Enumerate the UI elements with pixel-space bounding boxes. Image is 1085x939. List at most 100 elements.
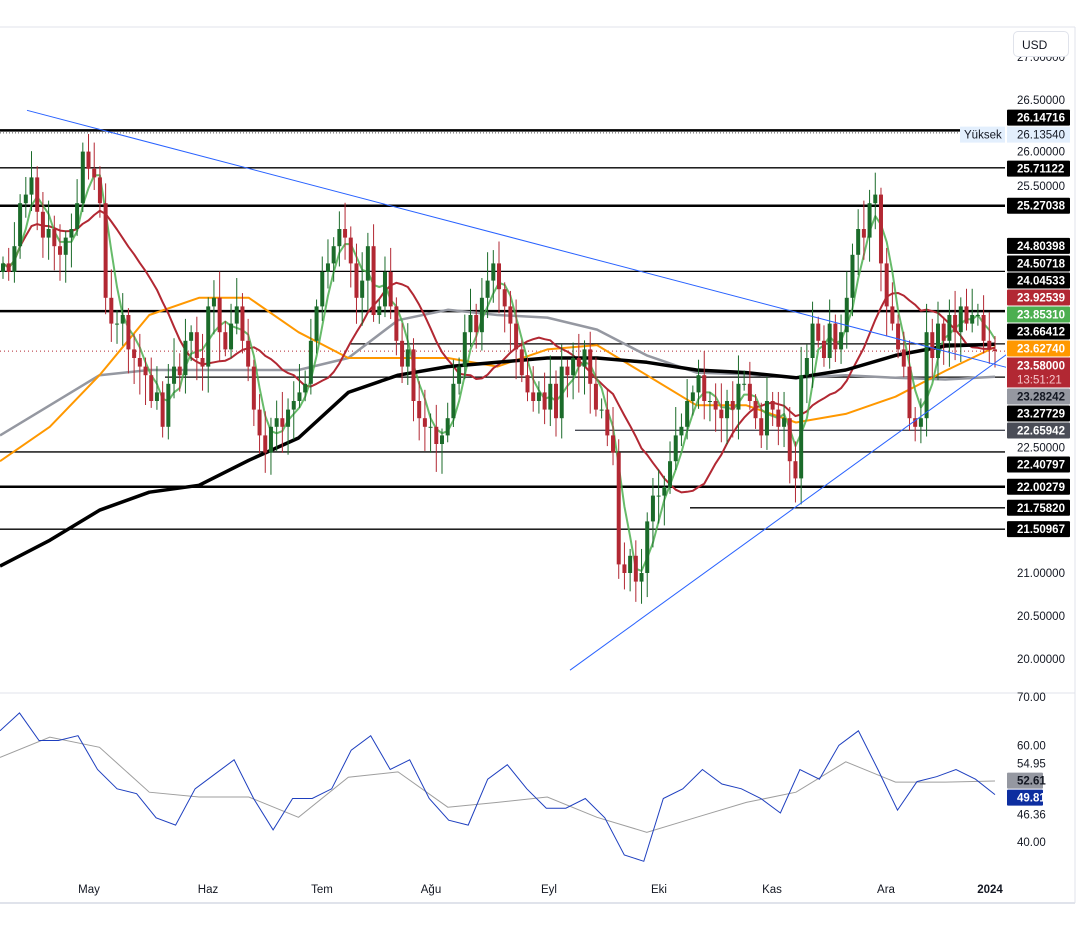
candle-body (474, 315, 479, 333)
candle-body (645, 521, 650, 573)
candle-body (656, 495, 661, 497)
level-price-label-bg (1007, 405, 1070, 422)
candle-body (804, 358, 809, 376)
level-price-label-bg (1007, 478, 1070, 495)
horizontal-levels (0, 129, 1005, 530)
candle-body (251, 366, 256, 410)
candle-body (759, 418, 764, 436)
candle-body (354, 263, 359, 298)
level-price-label-bg (1007, 272, 1070, 289)
level-price-label: 23.27729 (1017, 408, 1065, 420)
candle-body (525, 375, 530, 393)
rsi-tick-label: 70.00 (1017, 692, 1046, 704)
candle-body (730, 401, 735, 410)
candle-body (223, 332, 228, 350)
candle-body (422, 418, 427, 427)
candle-body (588, 349, 593, 384)
candle-body (896, 323, 901, 350)
candle-body (297, 392, 302, 401)
candle-body (867, 203, 872, 238)
ma-value-label: 23.92539 (1017, 292, 1065, 304)
candle-body (884, 263, 889, 307)
rsi-ma-value-bg (1007, 772, 1043, 789)
candle-body (35, 177, 40, 212)
candle-body (508, 306, 513, 324)
candle-body (907, 366, 912, 419)
candle-body (514, 323, 519, 350)
candle-body (217, 297, 222, 333)
candle-body (839, 332, 844, 350)
level-price-label: 22.65942 (1017, 425, 1065, 437)
candle-body (348, 237, 353, 264)
candle-body (531, 392, 536, 401)
candle-body (970, 315, 975, 324)
candle-body (343, 229, 348, 238)
time-axis[interactable]: May Haz Tem Ağu Eyl Eki Kas Ara 2024 (78, 884, 1003, 896)
candle-body (719, 409, 724, 419)
trendlines[interactable] (26, 109, 1011, 671)
candle-body (633, 555, 638, 582)
candle-body (913, 418, 918, 427)
candle-body (69, 229, 74, 238)
candle-body (1, 263, 5, 272)
candle-body (713, 401, 718, 410)
candle-body (742, 383, 747, 385)
candle-body (485, 280, 490, 298)
level-price-label: 23.66412 (1017, 326, 1065, 338)
candle-body (702, 375, 707, 401)
ma-value-label: 23.85310 (1017, 309, 1065, 321)
candle-body (263, 435, 268, 453)
price-tick-label: 20.00000 (1017, 654, 1065, 666)
candle-body (445, 418, 450, 436)
descending-trendline[interactable] (26, 109, 1011, 369)
candle-body (941, 323, 946, 341)
candle-body (502, 289, 507, 307)
candle-body (747, 383, 752, 401)
candle-body (177, 366, 182, 376)
candle-body (183, 340, 188, 376)
level-price-label-bg (1007, 499, 1070, 516)
candle-body (964, 306, 969, 324)
moving-averages (0, 174, 996, 572)
candle-body (827, 323, 832, 358)
level-price-label: 22.40797 (1017, 459, 1065, 471)
price-tick-label: 26.00000 (1017, 147, 1065, 159)
candle-body (565, 366, 570, 376)
candle-body (160, 392, 165, 427)
high-marker-value: 26.13540 (1017, 130, 1065, 142)
candle-body (303, 383, 308, 393)
candle-body (274, 418, 279, 427)
candle-body (599, 409, 604, 411)
candle-body (86, 151, 91, 169)
candle-body (787, 418, 792, 462)
time-tick-label: 2024 (977, 884, 1003, 896)
candle-body (12, 246, 17, 272)
ma-value-label: 23.28242 (1017, 391, 1065, 403)
candle-body (981, 315, 986, 341)
candle-body (650, 495, 655, 522)
high-marker-tag-bg (960, 126, 1005, 143)
candle-body (451, 383, 456, 419)
candle-body (861, 229, 866, 238)
candle-body (92, 168, 97, 178)
currency-button[interactable]: USD (1013, 31, 1069, 57)
candle-body (696, 375, 701, 393)
candle-body (268, 426, 273, 453)
candle-body (890, 306, 895, 324)
high-marker-value-bg (1007, 126, 1070, 143)
candle-body (143, 366, 148, 376)
candle-body (166, 383, 171, 427)
candle-body (382, 272, 387, 307)
ascending-trendline[interactable] (569, 351, 1011, 671)
candle-body (918, 418, 923, 427)
candle-body (97, 177, 102, 204)
candle-body (975, 315, 980, 316)
candle-body (753, 401, 758, 419)
level-price-label-bg (1007, 323, 1070, 340)
ma-value-label-bg (1007, 340, 1070, 357)
candle-body (662, 487, 667, 496)
moving-average-line (2, 209, 996, 494)
candle-body (194, 332, 199, 358)
